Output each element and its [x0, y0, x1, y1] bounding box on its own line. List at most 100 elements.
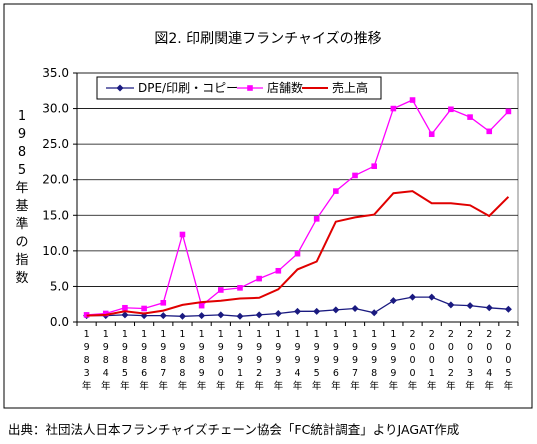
data-point [466, 302, 474, 310]
series-2 [83, 97, 512, 318]
data-point [370, 309, 378, 317]
data-point [485, 304, 493, 312]
y-axis-ticks: 0.0 5.0 10.0 15.0 20.0 25.0 30.0 35.0 [42, 66, 518, 329]
y-tick-label: 5.0 [50, 279, 69, 293]
data-point [198, 302, 205, 309]
legend: DPE/印刷・コピー 店舗数 売上高 [96, 76, 382, 100]
y-axis-label-char: 指 [15, 253, 28, 268]
data-point [428, 131, 435, 137]
data-point [313, 216, 320, 222]
legend-marker [116, 84, 124, 92]
data-point [178, 312, 186, 320]
plot-area [76, 72, 519, 323]
data-point [390, 105, 397, 112]
data-point [409, 293, 417, 301]
series-1 [83, 293, 512, 320]
y-axis-label-char: 5 [18, 163, 26, 178]
legend-label: 店舗数 [267, 80, 303, 95]
data-point [294, 307, 301, 315]
legend-label: DPE/印刷・コピー [138, 81, 238, 95]
y-axis-label-char: 1 [18, 109, 26, 124]
y-axis-label-char: 準 [15, 216, 28, 232]
data-point [409, 97, 416, 103]
y-axis-label-char: 8 [18, 145, 26, 160]
data-point [486, 128, 493, 135]
data-point [255, 311, 263, 319]
y-tick-label: 15.0 [42, 208, 69, 222]
chart-title: 図2. 印刷関連フランチャイズの推移 [154, 31, 381, 47]
y-axis-label-char: 9 [18, 127, 26, 142]
data-point [428, 293, 436, 301]
data-point [371, 163, 377, 169]
source-note: 出典：社団法人日本フランチャイズチェーン協会「FC統計調査」よりJAGAT作成 [8, 422, 460, 437]
gridlines [77, 72, 518, 323]
data-point [352, 172, 358, 179]
chart-canvas: 図2. 印刷関連フランチャイズの推移 0.0 5.0 10.0 15.0 20.0 25.… [3, 3, 533, 409]
data-point [333, 188, 339, 194]
chart: 図2. 印刷関連フランチャイズの推移 0.0 5.0 10.0 15.0 20.0 25.… [3, 3, 533, 409]
y-axis-label-char: 数 [15, 271, 28, 286]
data-point [159, 312, 167, 320]
data-point [102, 310, 109, 317]
data-point [332, 306, 340, 314]
plot-frame [76, 72, 519, 323]
data-point [275, 267, 282, 274]
data-point [217, 311, 225, 319]
data-point [198, 312, 206, 320]
data-point [313, 307, 321, 315]
x-axis-ticks: 1 9 8 3 年 1 9 8 4 年 1 9 8 5 年 1 9 8 6 年 1 9 8 7 年 1 9 8 8 年 1 9 8 9 年 1 9 9 0 年… [76, 322, 519, 392]
data-point [448, 106, 454, 113]
y-tick-label: 20.0 [42, 173, 69, 187]
y-axis-label-char: 年 [15, 181, 28, 196]
data-point [294, 250, 301, 257]
y-axis-label-char: 基 [15, 199, 28, 214]
y-tick-label: 30.0 [42, 102, 69, 116]
data-point [121, 311, 129, 319]
series-layer [83, 97, 512, 320]
legend-marker [247, 85, 253, 91]
y-tick-label: 10.0 [42, 244, 69, 258]
data-point [236, 312, 244, 320]
data-point [505, 108, 512, 115]
y-tick-label: 35.0 [42, 66, 69, 80]
series-line [86, 190, 510, 317]
data-point [160, 299, 167, 306]
y-tick-label: 0.0 [50, 315, 69, 329]
data-point [389, 297, 397, 305]
data-point [274, 309, 282, 317]
data-point [467, 114, 473, 120]
y-tick-label: 25.0 [42, 137, 69, 151]
data-point [504, 305, 512, 313]
legend-label: 売上高 [332, 80, 368, 95]
series-3 [86, 190, 510, 317]
y-axis-label-char: の [15, 235, 28, 250]
data-point [237, 285, 243, 291]
data-point [218, 287, 224, 293]
data-point [256, 275, 262, 282]
data-point [179, 231, 186, 238]
data-point [351, 304, 359, 312]
